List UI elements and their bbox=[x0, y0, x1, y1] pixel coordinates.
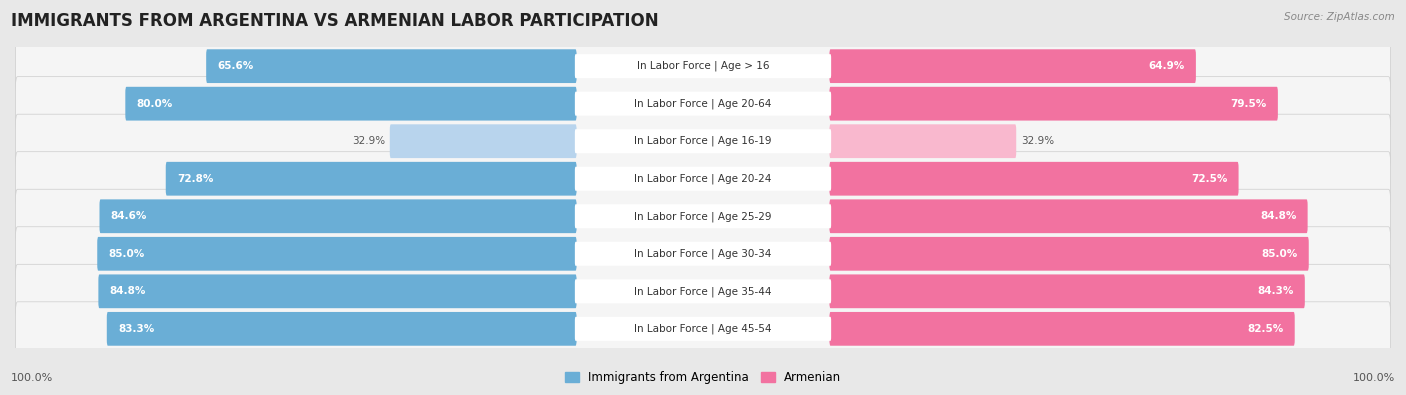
FancyBboxPatch shape bbox=[575, 129, 831, 153]
Text: Source: ZipAtlas.com: Source: ZipAtlas.com bbox=[1284, 12, 1395, 22]
FancyBboxPatch shape bbox=[207, 49, 576, 83]
FancyBboxPatch shape bbox=[15, 39, 1391, 93]
Text: 84.8%: 84.8% bbox=[1260, 211, 1296, 221]
FancyBboxPatch shape bbox=[830, 275, 1305, 308]
Text: 84.6%: 84.6% bbox=[111, 211, 148, 221]
FancyBboxPatch shape bbox=[830, 49, 1197, 83]
Text: 85.0%: 85.0% bbox=[108, 249, 145, 259]
Text: In Labor Force | Age 35-44: In Labor Force | Age 35-44 bbox=[634, 286, 772, 297]
FancyBboxPatch shape bbox=[575, 279, 831, 303]
FancyBboxPatch shape bbox=[830, 124, 1017, 158]
Text: In Labor Force | Age 20-64: In Labor Force | Age 20-64 bbox=[634, 98, 772, 109]
Text: 83.3%: 83.3% bbox=[118, 324, 155, 334]
FancyBboxPatch shape bbox=[100, 199, 576, 233]
Text: In Labor Force | Age 25-29: In Labor Force | Age 25-29 bbox=[634, 211, 772, 222]
FancyBboxPatch shape bbox=[575, 317, 831, 341]
Text: 100.0%: 100.0% bbox=[11, 373, 53, 383]
Text: 80.0%: 80.0% bbox=[136, 99, 173, 109]
Text: In Labor Force | Age 45-54: In Labor Force | Age 45-54 bbox=[634, 324, 772, 334]
FancyBboxPatch shape bbox=[15, 302, 1391, 356]
FancyBboxPatch shape bbox=[15, 189, 1391, 243]
Text: 84.8%: 84.8% bbox=[110, 286, 146, 296]
Text: 79.5%: 79.5% bbox=[1230, 99, 1267, 109]
Legend: Immigrants from Argentina, Armenian: Immigrants from Argentina, Armenian bbox=[565, 371, 841, 384]
FancyBboxPatch shape bbox=[830, 237, 1309, 271]
FancyBboxPatch shape bbox=[166, 162, 576, 196]
Text: 32.9%: 32.9% bbox=[352, 136, 385, 146]
Text: In Labor Force | Age > 16: In Labor Force | Age > 16 bbox=[637, 61, 769, 71]
FancyBboxPatch shape bbox=[389, 124, 576, 158]
Text: 64.9%: 64.9% bbox=[1149, 61, 1184, 71]
Text: 82.5%: 82.5% bbox=[1247, 324, 1284, 334]
FancyBboxPatch shape bbox=[107, 312, 576, 346]
FancyBboxPatch shape bbox=[15, 264, 1391, 318]
Text: 85.0%: 85.0% bbox=[1261, 249, 1298, 259]
Text: 72.8%: 72.8% bbox=[177, 174, 214, 184]
FancyBboxPatch shape bbox=[15, 152, 1391, 206]
FancyBboxPatch shape bbox=[575, 54, 831, 78]
Text: In Labor Force | Age 30-34: In Labor Force | Age 30-34 bbox=[634, 248, 772, 259]
Text: 72.5%: 72.5% bbox=[1191, 174, 1227, 184]
FancyBboxPatch shape bbox=[830, 162, 1239, 196]
Text: In Labor Force | Age 20-24: In Labor Force | Age 20-24 bbox=[634, 173, 772, 184]
FancyBboxPatch shape bbox=[575, 167, 831, 191]
FancyBboxPatch shape bbox=[830, 87, 1278, 120]
Text: 32.9%: 32.9% bbox=[1021, 136, 1054, 146]
FancyBboxPatch shape bbox=[830, 199, 1308, 233]
Text: 100.0%: 100.0% bbox=[1353, 373, 1395, 383]
FancyBboxPatch shape bbox=[575, 204, 831, 228]
FancyBboxPatch shape bbox=[575, 92, 831, 116]
FancyBboxPatch shape bbox=[15, 114, 1391, 168]
FancyBboxPatch shape bbox=[97, 237, 576, 271]
FancyBboxPatch shape bbox=[98, 275, 576, 308]
Text: 84.3%: 84.3% bbox=[1257, 286, 1294, 296]
FancyBboxPatch shape bbox=[15, 77, 1391, 131]
FancyBboxPatch shape bbox=[575, 242, 831, 266]
Text: 65.6%: 65.6% bbox=[218, 61, 254, 71]
FancyBboxPatch shape bbox=[15, 227, 1391, 281]
Text: IMMIGRANTS FROM ARGENTINA VS ARMENIAN LABOR PARTICIPATION: IMMIGRANTS FROM ARGENTINA VS ARMENIAN LA… bbox=[11, 12, 659, 30]
Text: In Labor Force | Age 16-19: In Labor Force | Age 16-19 bbox=[634, 136, 772, 147]
FancyBboxPatch shape bbox=[830, 312, 1295, 346]
FancyBboxPatch shape bbox=[125, 87, 576, 120]
